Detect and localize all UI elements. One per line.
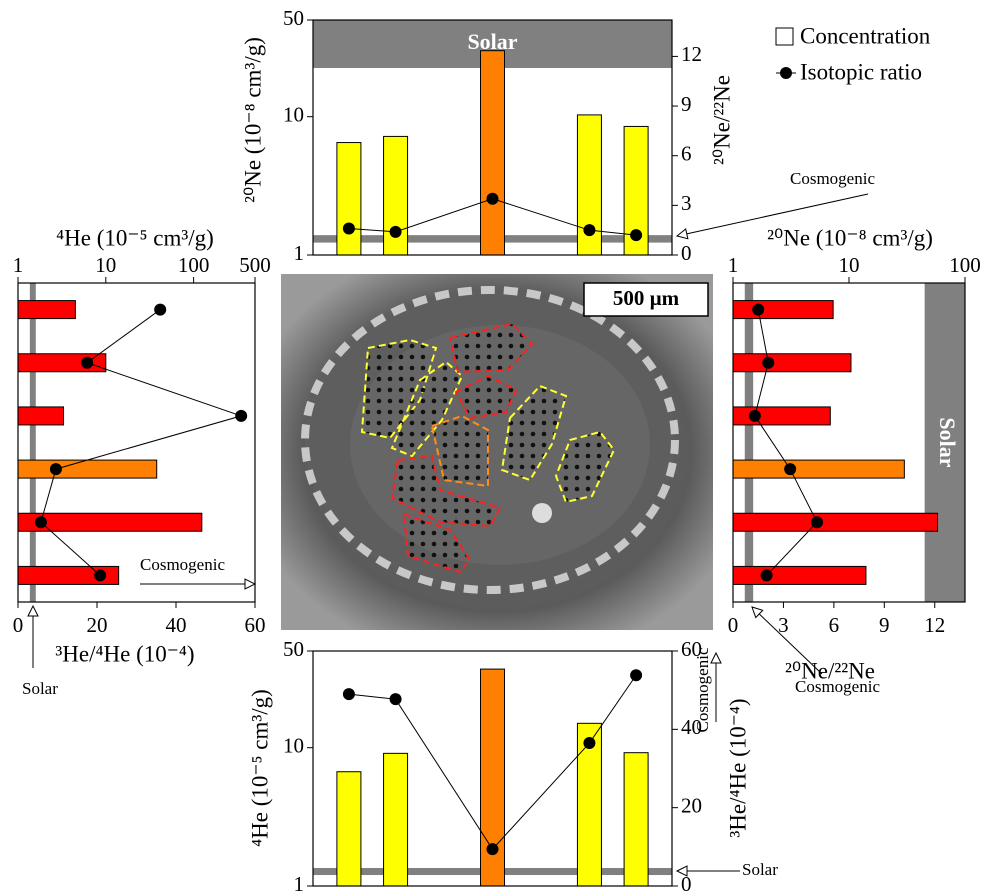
axis-label: ⁴He (10⁻⁵ cm³/g): [56, 225, 214, 250]
ratio-point: [761, 569, 773, 581]
band-label: Solar: [935, 417, 960, 467]
ratio-point: [752, 304, 764, 316]
tick-label: 9: [681, 92, 692, 116]
bar: [18, 407, 64, 425]
tick-label: 1: [294, 241, 305, 265]
tick-label: 12: [681, 42, 702, 66]
axis-label: ²⁰Ne (10⁻⁸ cm³/g): [240, 37, 265, 203]
tick-label: 1: [13, 253, 24, 277]
ratio-point: [811, 516, 823, 528]
tick-label: 6: [681, 142, 692, 166]
annotation: Solar: [22, 679, 58, 698]
bar: [481, 51, 505, 255]
tick-label: 0: [681, 872, 692, 896]
ratio-point: [390, 226, 402, 238]
ratio-point: [630, 229, 642, 241]
ratio-point: [583, 224, 595, 236]
tick-label: 60: [245, 613, 266, 637]
axis-label: ³He/⁴He (10⁻⁴): [55, 641, 194, 666]
axis-label: ²⁰Ne (10⁻⁸ cm³/g): [767, 225, 933, 250]
tick-label: 60: [681, 637, 702, 661]
ratio-point: [94, 569, 106, 581]
tick-label: 3: [778, 613, 789, 637]
tick-label: 1: [294, 872, 305, 896]
band: [745, 283, 753, 602]
tick-label: 0: [13, 613, 24, 637]
annotation: Solar: [742, 860, 778, 879]
ratio-point: [50, 463, 62, 475]
bar: [733, 513, 938, 531]
ratio-point: [154, 304, 166, 316]
axis-label: ²⁰Ne/²²Ne: [709, 75, 734, 165]
band: [30, 283, 36, 602]
tick-label: 500: [239, 253, 271, 277]
tick-label: 12: [924, 613, 945, 637]
bar: [733, 354, 851, 372]
tick-label: 100: [949, 253, 981, 277]
tick-label: 1: [728, 253, 739, 277]
ratio-point: [784, 463, 796, 475]
bar: [733, 407, 830, 425]
annotation: Cosmogenic: [790, 169, 875, 188]
tick-label: 40: [681, 715, 702, 739]
axis-label: ³He/⁴He (10⁻⁴): [725, 698, 750, 837]
bar: [733, 566, 866, 584]
ratio-point: [235, 410, 247, 422]
arrow-head: [28, 606, 38, 616]
ratio-point: [487, 193, 499, 205]
legend-label: Isotopic ratio: [800, 59, 922, 84]
micrograph: 500 µm: [281, 274, 713, 630]
ratio-point: [630, 669, 642, 681]
tick-label: 10: [283, 102, 304, 126]
bar: [384, 753, 408, 886]
bar: [733, 301, 833, 319]
annotation: Cosmogenic: [140, 555, 225, 574]
tick-label: 9: [879, 613, 890, 637]
ratio-point: [81, 357, 93, 369]
arrow-head: [245, 579, 255, 589]
tick-label: 40: [166, 613, 187, 637]
tick-label: 10: [839, 253, 860, 277]
tick-label: 0: [728, 613, 739, 637]
tick-label: 100: [178, 253, 210, 277]
scale-label: 500 µm: [613, 286, 680, 310]
ratio-point: [583, 737, 595, 749]
tick-label: 20: [87, 613, 108, 637]
bar: [337, 143, 361, 255]
legend-label: Concentration: [800, 23, 931, 48]
ratio-point: [343, 688, 355, 700]
legend-marker: [780, 67, 792, 79]
tick-label: 10: [283, 733, 304, 757]
axis-label: ⁴He (10⁻⁵ cm³/g): [247, 689, 272, 847]
bar: [624, 753, 648, 886]
axis-label: ²⁰Ne/²²Ne: [785, 658, 875, 683]
tick-label: 6: [829, 613, 840, 637]
ratio-point: [487, 843, 499, 855]
bar: [733, 460, 904, 478]
tick-label: 0: [681, 241, 692, 265]
tick-label: 3: [681, 191, 692, 215]
bar: [337, 772, 361, 886]
ratio-point: [35, 516, 47, 528]
ratio-point: [343, 223, 355, 235]
bar: [18, 460, 157, 478]
bar: [18, 301, 75, 319]
arrow-head: [677, 229, 688, 239]
tick-label: 10: [95, 253, 116, 277]
ratio-point: [390, 693, 402, 705]
ratio-line: [755, 310, 817, 576]
ratio-point: [749, 410, 761, 422]
arrow-head: [711, 653, 721, 663]
tick-label: 50: [283, 637, 304, 661]
ratio-point: [762, 357, 774, 369]
tick-label: 20: [681, 793, 702, 817]
tick-label: 50: [283, 6, 304, 30]
legend-swatch: [776, 28, 793, 45]
ratio-line: [41, 310, 241, 576]
figure: 500 µm SolarCosmogenic11050036912²⁰Ne (1…: [0, 0, 987, 896]
